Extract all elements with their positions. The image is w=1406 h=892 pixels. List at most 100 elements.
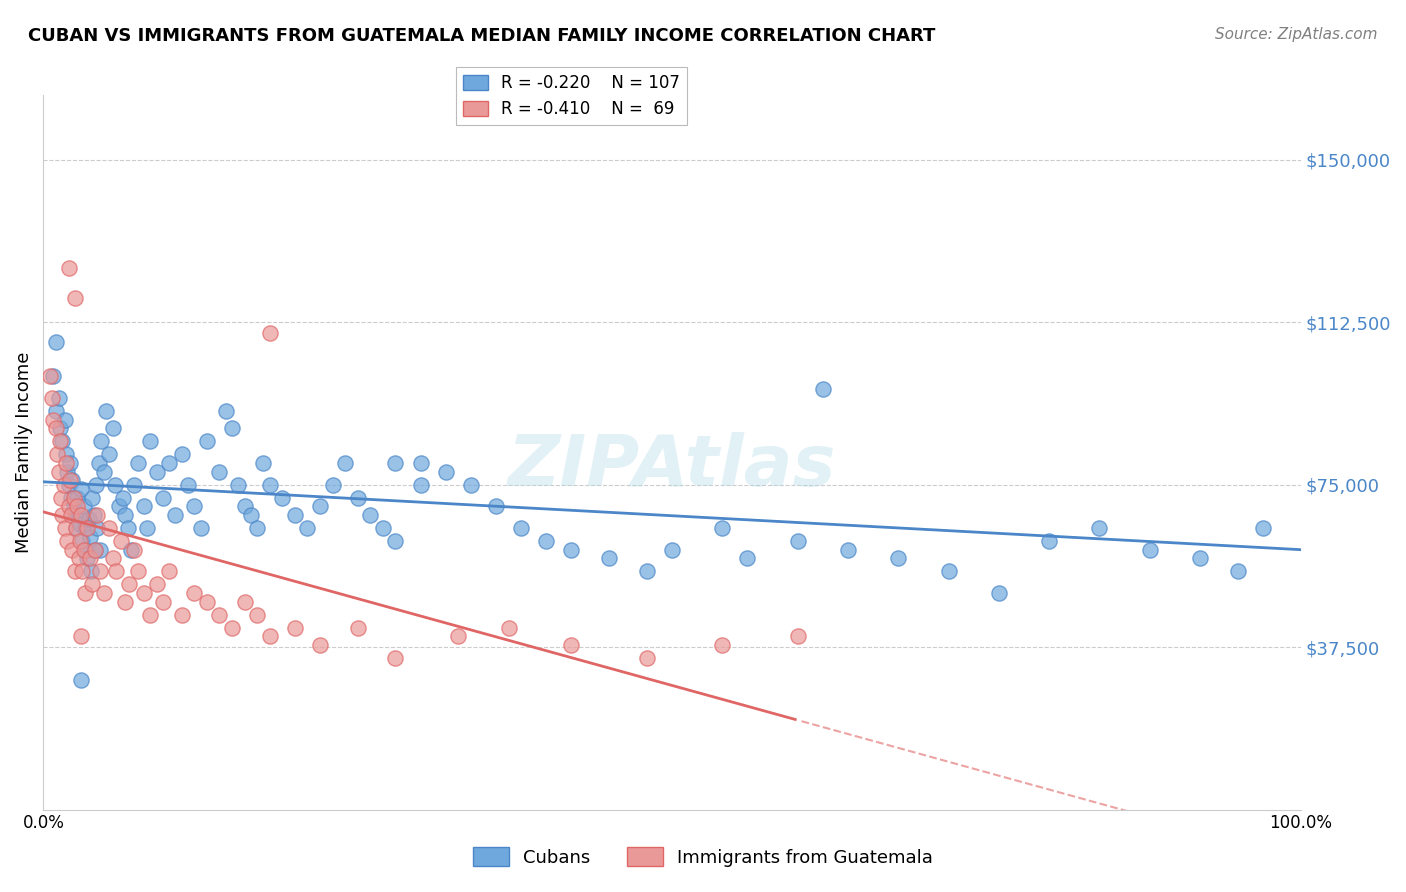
Point: [221, 621, 243, 635]
Point: [271, 491, 294, 505]
Point: [72, 499, 94, 513]
Point: [560, 542, 582, 557]
Point: [837, 542, 859, 557]
Point: [114, 508, 136, 522]
Point: [1038, 533, 1060, 548]
Point: [284, 508, 307, 522]
Point: [120, 542, 142, 557]
Point: [170, 607, 193, 622]
Point: [177, 477, 200, 491]
Point: [49, 434, 72, 449]
Point: [122, 542, 145, 557]
Text: ZIPAtlas: ZIPAtlas: [508, 432, 837, 500]
Point: [55, 456, 77, 470]
Point: [111, 491, 134, 505]
Point: [62, 499, 84, 513]
Point: [118, 577, 141, 591]
Point: [145, 465, 167, 479]
Legend: R = -0.220    N = 107, R = -0.410    N =  69: R = -0.220 N = 107, R = -0.410 N = 69: [456, 67, 686, 125]
Point: [1226, 564, 1249, 578]
Point: [48, 391, 70, 405]
Point: [42, 412, 65, 426]
Point: [97, 447, 120, 461]
Point: [322, 477, 344, 491]
Point: [76, 551, 98, 566]
Point: [536, 533, 558, 548]
Point: [346, 621, 368, 635]
Point: [560, 638, 582, 652]
Text: CUBAN VS IMMIGRANTS FROM GUATEMALA MEDIAN FAMILY INCOME CORRELATION CHART: CUBAN VS IMMIGRANTS FROM GUATEMALA MEDIA…: [28, 27, 935, 45]
Point: [72, 533, 94, 548]
Point: [297, 521, 319, 535]
Point: [89, 564, 111, 578]
Point: [309, 499, 332, 513]
Point: [63, 564, 86, 578]
Point: [70, 673, 93, 687]
Point: [53, 412, 76, 426]
Point: [1088, 521, 1111, 535]
Point: [97, 521, 120, 535]
Point: [409, 456, 432, 470]
Point: [108, 499, 131, 513]
Point: [49, 421, 72, 435]
Y-axis label: Median Family Income: Median Family Income: [15, 351, 32, 553]
Point: [359, 508, 381, 522]
Point: [45, 421, 67, 435]
Point: [284, 621, 307, 635]
Point: [55, 447, 77, 461]
Point: [252, 456, 274, 470]
Point: [38, 369, 60, 384]
Point: [259, 326, 281, 340]
Point: [384, 533, 406, 548]
Point: [72, 564, 94, 578]
Point: [510, 66, 533, 80]
Point: [59, 473, 82, 487]
Point: [70, 508, 93, 522]
Point: [661, 542, 683, 557]
Point: [786, 533, 808, 548]
Point: [73, 586, 96, 600]
Point: [82, 577, 104, 591]
Point: [59, 456, 82, 470]
Point: [233, 499, 256, 513]
Point: [86, 508, 108, 522]
Point: [139, 434, 162, 449]
Point: [195, 594, 218, 608]
Point: [208, 465, 231, 479]
Point: [66, 499, 89, 513]
Point: [49, 491, 72, 505]
Point: [70, 629, 93, 643]
Point: [737, 551, 759, 566]
Text: Source: ZipAtlas.com: Source: ZipAtlas.com: [1215, 27, 1378, 42]
Point: [79, 551, 101, 566]
Point: [87, 456, 110, 470]
Point: [84, 542, 107, 557]
Point: [1189, 551, 1212, 566]
Point: [145, 577, 167, 591]
Point: [53, 521, 76, 535]
Point: [58, 499, 80, 513]
Point: [60, 508, 83, 522]
Point: [73, 521, 96, 535]
Point: [498, 621, 520, 635]
Point: [259, 629, 281, 643]
Point: [157, 564, 180, 578]
Point: [226, 477, 249, 491]
Point: [811, 382, 834, 396]
Point: [83, 508, 105, 522]
Point: [333, 456, 356, 470]
Point: [48, 465, 70, 479]
Point: [1139, 542, 1161, 557]
Point: [82, 491, 104, 505]
Point: [76, 521, 98, 535]
Point: [139, 607, 162, 622]
Point: [987, 586, 1010, 600]
Point: [135, 521, 157, 535]
Point: [233, 594, 256, 608]
Point: [114, 594, 136, 608]
Point: [67, 508, 90, 522]
Point: [170, 447, 193, 461]
Point: [46, 447, 69, 461]
Point: [65, 521, 87, 535]
Point: [51, 508, 73, 522]
